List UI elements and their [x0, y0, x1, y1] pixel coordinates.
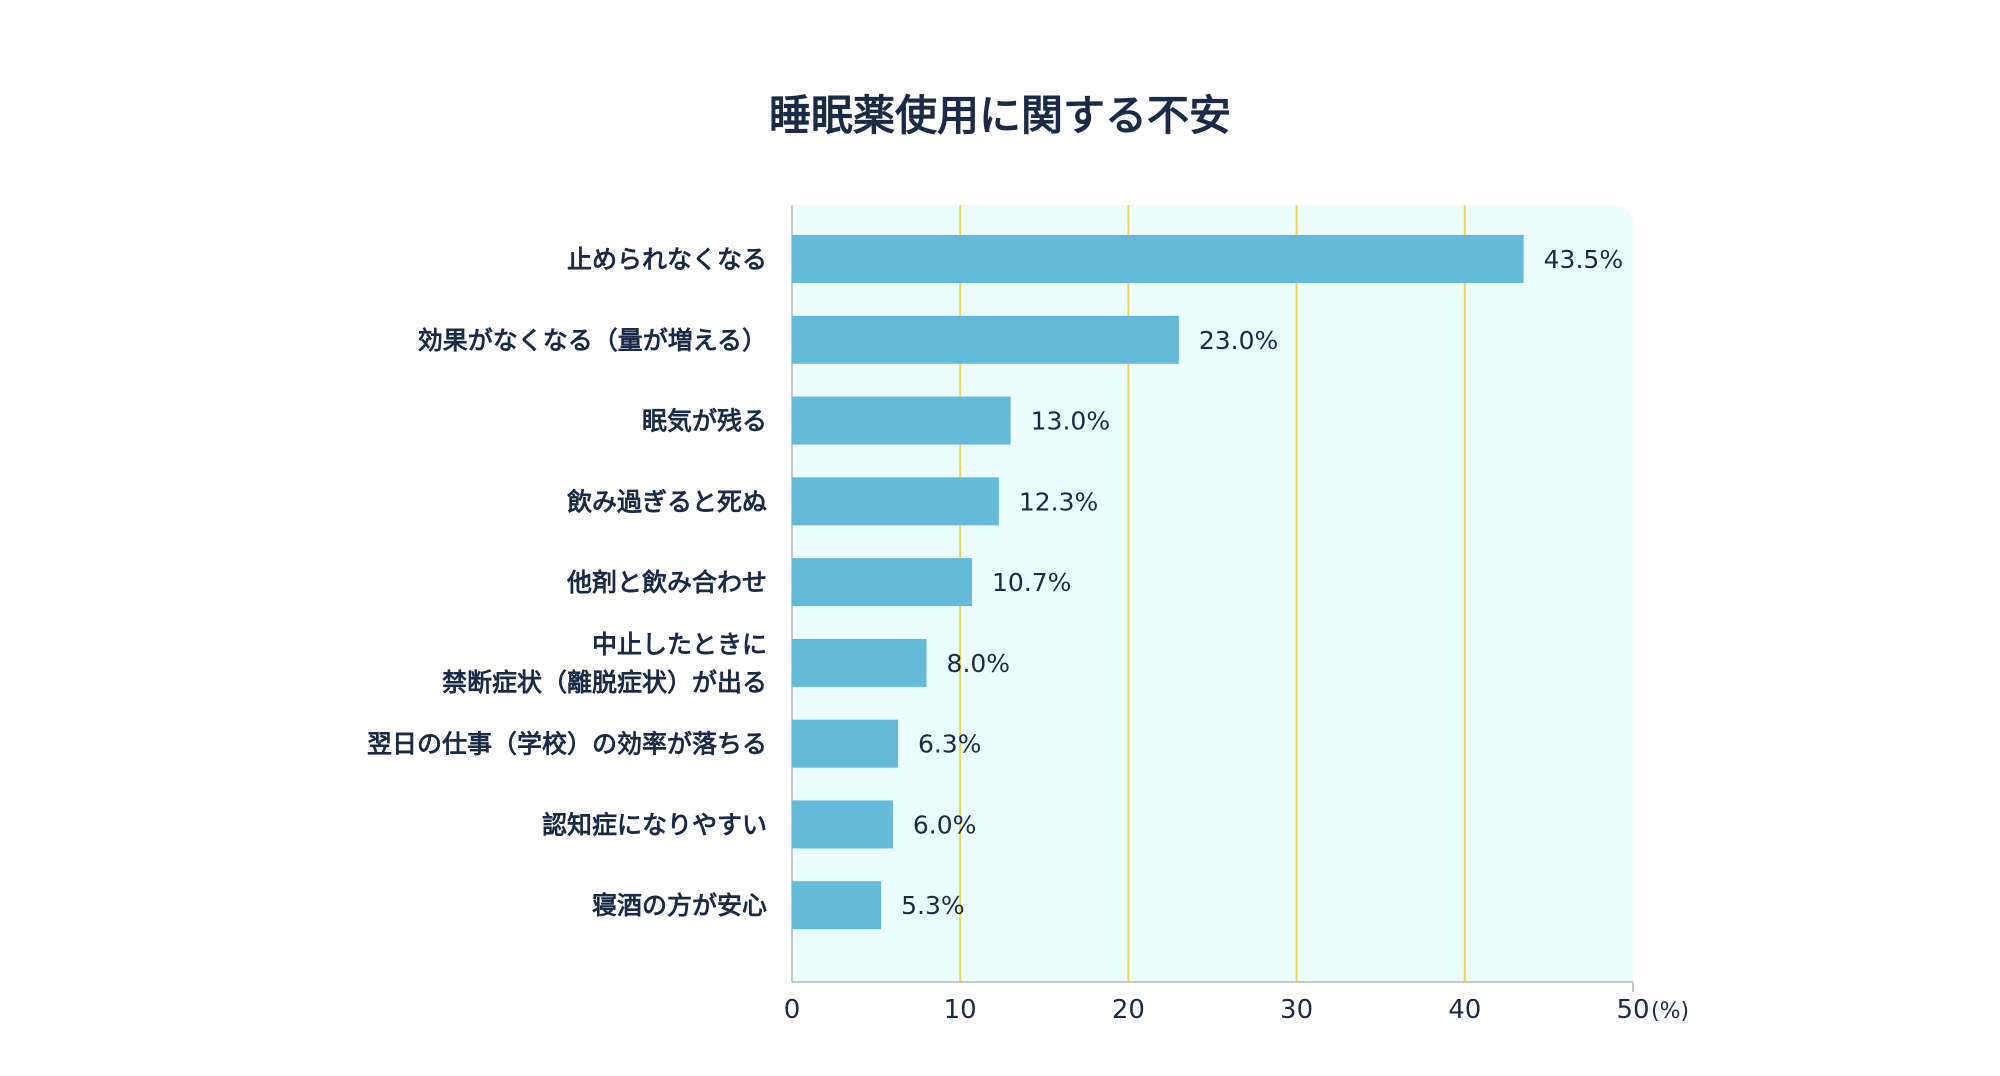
category-label: 寝酒の方が安心 — [592, 891, 767, 920]
category-label: 効果がなくなる（量が増える） — [418, 326, 767, 355]
x-tick-label: 10 — [944, 995, 977, 1025]
data-label: 13.0% — [1031, 407, 1110, 436]
x-tick-label: 30 — [1280, 995, 1313, 1025]
bar — [792, 396, 1011, 445]
x-tick-label: 40 — [1448, 995, 1481, 1025]
category-label: 他剤と飲み合わせ — [566, 568, 767, 597]
category-label: 翌日の仕事（学校）の効率が落ちる — [367, 730, 767, 759]
bar — [792, 315, 1179, 364]
category-label: 中止したときに — [592, 630, 767, 659]
x-tick-label: 20 — [1112, 995, 1145, 1025]
x-unit-label: (%) — [1651, 999, 1689, 1024]
data-label: 6.0% — [913, 810, 977, 839]
bar — [792, 881, 882, 930]
data-label: 6.3% — [918, 730, 982, 759]
data-label: 43.5% — [1544, 245, 1623, 274]
category-label: 眠気が残る — [642, 407, 767, 436]
data-label: 8.0% — [947, 649, 1011, 678]
category-label: 止められなくなる — [567, 245, 767, 274]
chart-title: 睡眠薬使用に関する不安 — [768, 91, 1231, 140]
category-label: 認知症になりやすい — [542, 810, 767, 839]
bar — [792, 558, 972, 607]
bar — [792, 719, 898, 768]
data-label: 10.7% — [992, 568, 1071, 597]
bar — [792, 638, 927, 687]
data-label: 12.3% — [1019, 487, 1098, 516]
category-label: 飲み過ぎると死ぬ — [566, 487, 767, 516]
bar — [792, 477, 999, 526]
category-label: 禁断症状（離脱症状）が出る — [442, 668, 767, 697]
bar — [792, 800, 893, 849]
bar — [792, 235, 1524, 283]
data-label: 23.0% — [1199, 326, 1278, 355]
x-tick-label: 50 — [1616, 995, 1649, 1025]
x-tick-label: 0 — [784, 995, 801, 1025]
data-label: 5.3% — [901, 891, 965, 920]
